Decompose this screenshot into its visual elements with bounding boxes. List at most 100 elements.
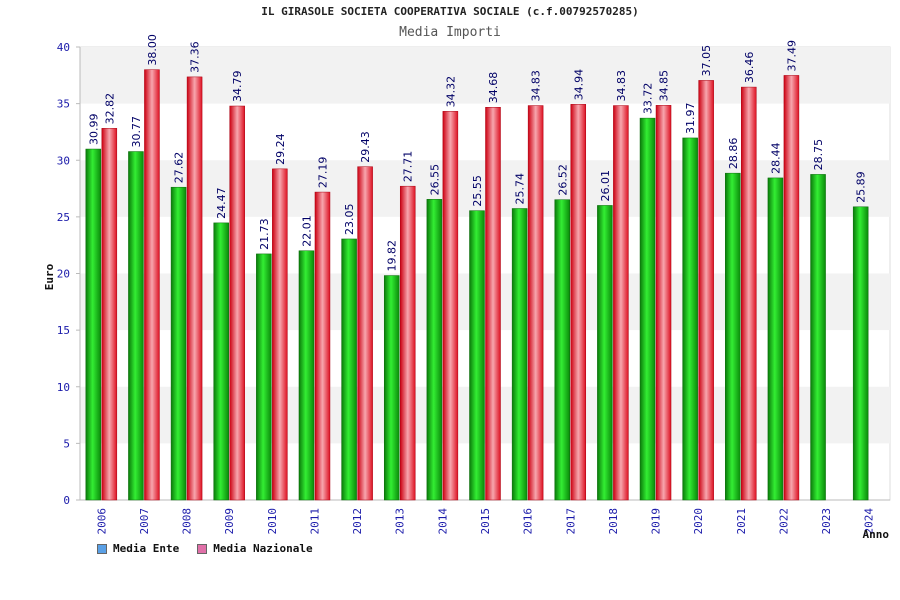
data-label: 26.55 xyxy=(428,164,441,196)
axes: 0 5 10 15 20 25 30 35 40 2006 2007 2008 2009 2010 2011… xyxy=(57,41,890,535)
bar-media-nazionale xyxy=(783,75,800,501)
x-tick-label: 2017 xyxy=(564,508,577,535)
bar-media-ente xyxy=(128,151,144,501)
bar-media-nazionale xyxy=(101,128,118,501)
data-label: 36.46 xyxy=(743,52,756,84)
x-tick-label: 2016 xyxy=(522,508,535,535)
data-label: 25.55 xyxy=(471,175,484,207)
x-tick-label: 2015 xyxy=(479,508,492,535)
legend-swatch-nazionale xyxy=(197,543,208,554)
data-label: 28.75 xyxy=(812,139,825,171)
data-label: 32.82 xyxy=(103,93,116,125)
x-tick-label: 2021 xyxy=(735,508,748,535)
data-label: 30.99 xyxy=(87,114,100,146)
bars xyxy=(85,69,869,501)
y-tick-label: 25 xyxy=(57,211,70,224)
x-tick-label: 2013 xyxy=(394,508,407,535)
bar-media-ente xyxy=(426,199,443,501)
bar-media-nazionale xyxy=(442,111,459,501)
bar-media-nazionale xyxy=(570,104,587,501)
bar-media-nazionale xyxy=(527,105,544,501)
data-label: 27.71 xyxy=(402,151,415,183)
legend-label-ente: Media Ente xyxy=(113,542,180,555)
bar-media-nazionale xyxy=(698,80,714,501)
bar-media-nazionale xyxy=(144,69,160,501)
legend-item-nazionale: Media Nazionale xyxy=(197,542,313,555)
x-tick-label: 2012 xyxy=(351,508,364,535)
data-label: 38.00 xyxy=(146,34,159,66)
bar-media-ente xyxy=(554,199,571,501)
data-label: 31.97 xyxy=(684,102,697,134)
bar-media-ente xyxy=(852,206,869,501)
x-tick-label: 2018 xyxy=(607,508,620,535)
bar-media-nazionale xyxy=(229,105,245,501)
x-tick-label: 2006 xyxy=(95,508,108,535)
y-tick-label: 40 xyxy=(57,41,70,54)
data-label: 34.94 xyxy=(572,69,585,101)
bar-media-nazionale xyxy=(357,166,373,501)
x-tick-label: 2010 xyxy=(266,508,279,535)
data-label: 33.72 xyxy=(642,83,655,115)
data-label: 34.85 xyxy=(658,70,671,102)
x-tick-label: 2011 xyxy=(308,508,321,535)
bar-media-ente xyxy=(298,250,315,501)
y-tick-label: 15 xyxy=(57,324,70,337)
data-label: 37.36 xyxy=(189,41,202,73)
x-tick-label: 2014 xyxy=(436,508,449,535)
x-axis-label: Anno xyxy=(863,528,890,541)
bar-media-ente xyxy=(213,222,229,501)
data-label: 21.73 xyxy=(258,218,271,250)
x-tick-label: 2019 xyxy=(650,508,663,535)
data-label: 27.62 xyxy=(173,152,186,184)
data-label: 22.01 xyxy=(300,215,313,247)
bar-media-ente xyxy=(725,172,741,501)
bar-media-ente xyxy=(341,238,357,501)
bar-media-nazionale xyxy=(655,105,672,501)
data-label: 28.44 xyxy=(769,142,782,174)
data-label: 26.52 xyxy=(556,164,569,196)
bar-media-ente xyxy=(597,205,613,501)
bar-media-ente xyxy=(85,148,102,501)
x-tick-label: 2008 xyxy=(181,508,194,535)
data-label: 25.89 xyxy=(855,171,868,203)
bar-media-ente xyxy=(469,210,485,501)
y-tick-label: 10 xyxy=(57,381,70,394)
chart-subtitle: Media Importi xyxy=(399,25,501,40)
data-label: 34.68 xyxy=(487,72,500,104)
x-tick-label: 2007 xyxy=(138,508,151,535)
bar-media-nazionale xyxy=(314,191,331,501)
data-labels: 30.99 30.77 27.62 24.47 21.73 22.01 23.05 19.82… xyxy=(87,34,867,271)
y-tick-label: 35 xyxy=(57,98,70,111)
bar-media-ente xyxy=(639,117,656,501)
bar-media-ente xyxy=(170,186,187,501)
bar-media-ente xyxy=(256,253,272,501)
data-label: 34.83 xyxy=(530,70,543,102)
x-tick-label: 2022 xyxy=(777,508,790,535)
bar-media-nazionale xyxy=(485,106,501,501)
data-label: 34.83 xyxy=(615,70,628,102)
bar-media-ente xyxy=(767,177,784,501)
x-tick-label: 2020 xyxy=(692,508,705,535)
data-label: 30.77 xyxy=(130,116,143,148)
data-label: 27.19 xyxy=(316,157,329,189)
data-label: 37.05 xyxy=(700,45,713,77)
legend-item-ente: Media Ente xyxy=(97,542,179,555)
data-label: 25.74 xyxy=(514,173,527,205)
bar-media-nazionale xyxy=(613,105,629,501)
x-tick-label: 2024 xyxy=(863,508,876,535)
legend-swatch-ente xyxy=(97,543,107,554)
data-label: 29.24 xyxy=(274,133,287,165)
data-label: 29.43 xyxy=(359,131,372,163)
y-axis-label: Euro xyxy=(43,263,56,290)
data-label: 19.82 xyxy=(386,240,399,272)
legend-label-nazionale: Media Nazionale xyxy=(213,542,313,555)
bar-media-ente xyxy=(383,275,400,501)
bar-media-nazionale xyxy=(186,76,203,501)
data-label: 34.32 xyxy=(444,76,457,108)
x-tick-label: 2023 xyxy=(820,508,833,535)
bar-media-ente xyxy=(511,208,528,501)
x-tick-label: 2009 xyxy=(223,508,236,535)
bar-media-ente xyxy=(682,137,698,501)
bar-media-nazionale xyxy=(399,185,416,501)
data-label: 26.01 xyxy=(599,170,612,202)
